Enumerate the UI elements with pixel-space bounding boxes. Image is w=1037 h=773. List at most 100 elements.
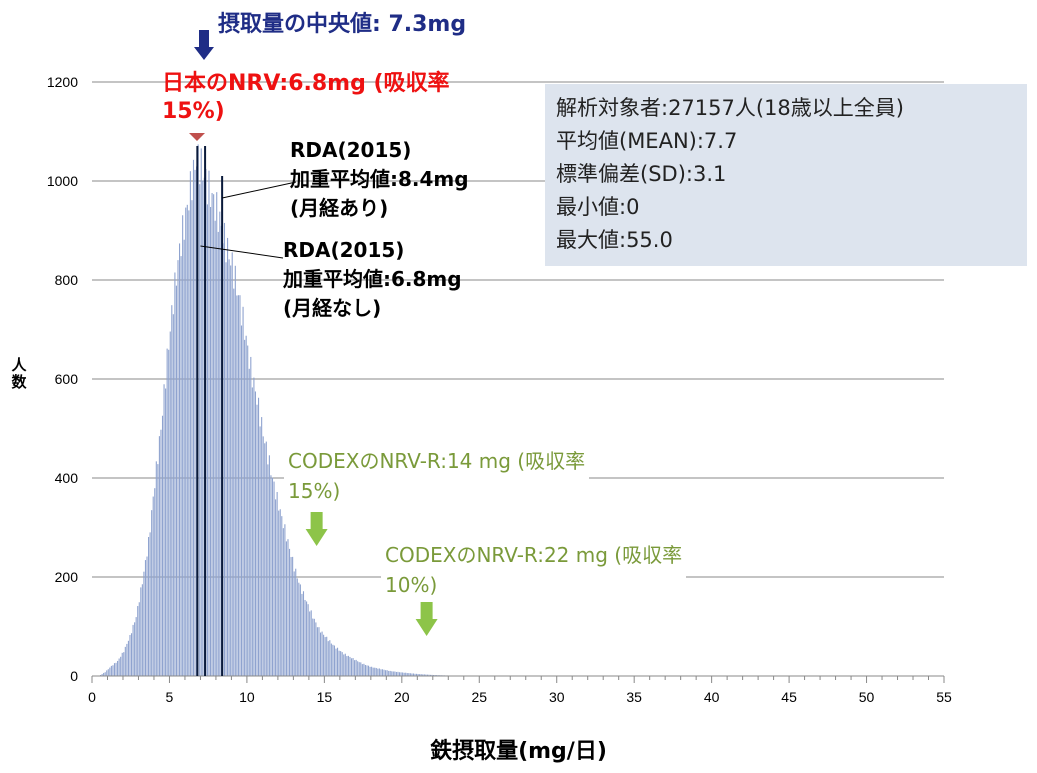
histogram-bar <box>358 662 360 676</box>
histogram-bar <box>350 658 353 676</box>
histogram-bar <box>216 192 218 676</box>
histogram-bar <box>293 571 295 676</box>
histogram-bar <box>262 436 264 676</box>
histogram-bar <box>169 331 171 676</box>
histogram-bar <box>168 349 170 676</box>
stats-box: 解析対象者:27157人(18歳以上全員) 平均値(MEAN):7.7 標準偏差… <box>545 84 1027 266</box>
histogram-bar <box>265 441 267 676</box>
histogram-bar <box>124 646 126 676</box>
histogram-bar <box>281 516 283 676</box>
histogram-bar <box>117 660 119 676</box>
histogram-bar <box>343 654 345 676</box>
histogram-bar <box>276 491 278 676</box>
histogram-bar <box>425 674 427 676</box>
histogram-bar <box>202 180 204 677</box>
histogram-bar <box>420 674 422 676</box>
histogram-bar <box>166 348 168 676</box>
histogram-bar <box>214 220 216 676</box>
japan-nrv-line2: 15%) <box>162 99 225 124</box>
histogram-bar <box>284 524 286 676</box>
histogram-bar <box>132 624 134 676</box>
histogram-bar <box>223 222 226 676</box>
histogram-bar <box>219 211 221 676</box>
codex-22mg-line2: 10%) <box>385 573 438 597</box>
histogram-bar <box>171 305 173 676</box>
histogram-bar <box>183 239 185 677</box>
histogram-bar <box>120 656 122 676</box>
histogram-bar <box>126 643 128 676</box>
y-tick-label: 600 <box>55 371 79 387</box>
x-tick-label: 45 <box>781 689 797 705</box>
histogram-bar <box>177 260 179 676</box>
histogram-bar <box>247 345 249 676</box>
histogram-bar <box>369 666 371 676</box>
histogram-bar <box>360 662 362 676</box>
x-tick-label: 25 <box>471 689 487 705</box>
histogram-bar <box>251 387 253 676</box>
histogram-bar <box>227 237 229 676</box>
median-arrow-head <box>194 47 214 60</box>
histogram-bar <box>372 667 374 676</box>
histogram-bar <box>256 404 258 676</box>
rda-menstruating-annotation: RDA(2015) 加重平均値:8.4mg (月経あり) <box>290 136 469 223</box>
histogram-bar <box>321 631 323 676</box>
histogram-bar <box>118 658 120 676</box>
histogram-bar <box>163 384 165 676</box>
histogram-bar <box>188 210 190 676</box>
histogram-bar <box>414 673 416 676</box>
codex-22mg-annotation: CODEXのNRV-R:22 mg (吸収率 10%) <box>381 540 687 600</box>
stats-min: 最小値:0 <box>556 195 640 219</box>
histogram-bar <box>130 633 133 676</box>
histogram-bar <box>408 673 410 676</box>
rda-men-line3: (月経あり) <box>290 196 389 220</box>
histogram-bar <box>403 672 405 676</box>
histogram-bar <box>302 591 305 676</box>
histogram-bar <box>315 622 317 676</box>
histogram-bar <box>313 618 315 676</box>
histogram-bar <box>341 652 343 676</box>
histogram-bar <box>154 488 156 676</box>
histogram-bar <box>240 325 243 676</box>
histogram-bar <box>337 647 339 676</box>
histogram-bar <box>123 652 125 676</box>
histogram-bar <box>391 671 393 676</box>
histogram-bar <box>411 673 413 676</box>
histogram-bar <box>398 672 401 676</box>
histogram-bar <box>174 272 176 676</box>
histogram-bar <box>267 464 269 676</box>
histogram-bar <box>371 666 373 676</box>
histogram-bar <box>191 200 193 676</box>
histogram-bar <box>178 243 181 676</box>
histogram-bar <box>335 648 337 676</box>
histogram-bar <box>113 663 116 676</box>
histogram-bar <box>330 643 332 676</box>
histogram-bar <box>380 669 382 676</box>
histogram-bar <box>245 335 247 676</box>
histogram-bar <box>244 339 246 676</box>
x-tick-label: 30 <box>549 689 565 705</box>
histogram-bar <box>357 661 359 676</box>
histogram-bar <box>180 256 182 676</box>
histogram-bar <box>248 368 250 676</box>
histogram-bar <box>270 475 272 676</box>
histogram-bar <box>141 584 143 676</box>
japan-nrv-marker <box>189 133 205 141</box>
histogram-bar <box>112 665 114 676</box>
histogram-bar <box>309 611 311 676</box>
histogram-bar <box>206 204 208 676</box>
histogram-bar <box>115 662 117 676</box>
histogram-bar <box>239 295 241 676</box>
x-tick-label: 50 <box>859 689 875 705</box>
histogram-bar <box>306 601 308 676</box>
histogram-bar <box>319 632 322 676</box>
histogram-bar <box>137 606 139 676</box>
histogram-bar <box>259 426 261 676</box>
histogram-bar <box>182 215 184 676</box>
histogram-bar <box>310 610 312 676</box>
histogram-bar <box>426 674 428 676</box>
histogram-bar <box>299 584 301 676</box>
histogram-bar <box>253 377 255 676</box>
histogram-bar <box>236 295 238 676</box>
histogram-bar <box>158 436 160 676</box>
